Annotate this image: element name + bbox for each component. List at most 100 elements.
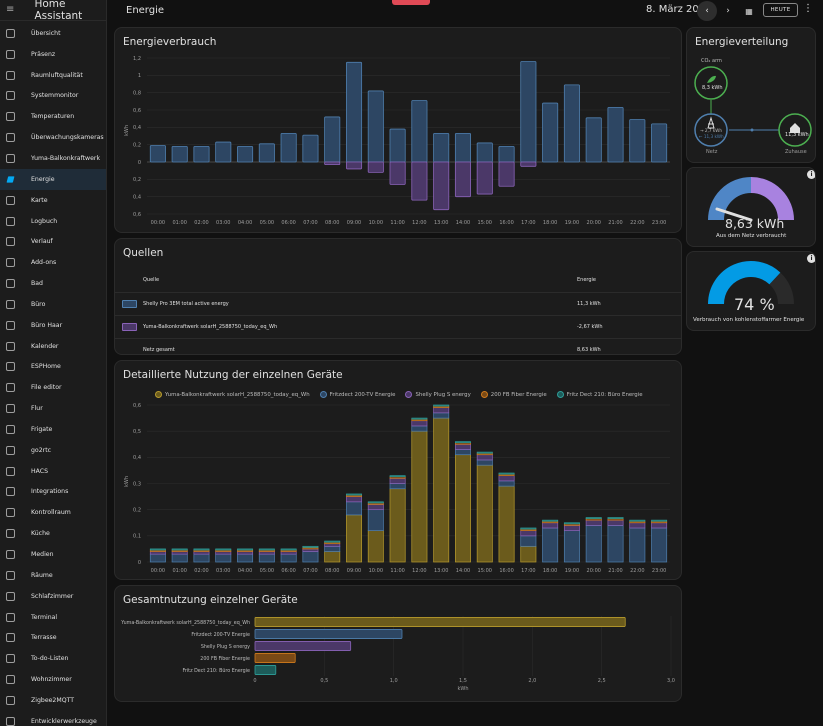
sidebar-item-frigate[interactable]: Frigate	[0, 419, 106, 440]
sidebar-item-terminal[interactable]: Terminal	[0, 607, 106, 628]
chevron-left-icon[interactable]: ‹	[697, 1, 717, 21]
sidebar-item-kalender[interactable]: Kalender	[0, 336, 106, 357]
air-icon	[6, 70, 15, 80]
sidebar-item-räume[interactable]: Räume	[0, 565, 106, 586]
sidebar-item-hacs[interactable]: HACS	[0, 461, 106, 482]
y-tick-label: 0	[138, 160, 141, 166]
x-tick-label: 01:00	[172, 220, 186, 226]
sidebar-item-überwachungskameras[interactable]: Überwachungskameras	[0, 127, 106, 148]
info-icon[interactable]: i	[807, 254, 815, 263]
sidebar-item-terrasse[interactable]: Terrasse	[0, 627, 106, 648]
x-tick-label: 17:00	[521, 568, 535, 574]
sidebar-item-systemmonitor[interactable]: Systemmonitor	[0, 86, 106, 107]
x-tick-label: 06:00	[281, 568, 295, 574]
wrench-icon	[6, 383, 15, 393]
legend-item[interactable]: Fritz Dect 210: Büro Energie	[556, 391, 643, 398]
legend-item[interactable]: Fritzdect 200-TV Energie	[319, 391, 395, 398]
x-tick-label: 20:00	[587, 568, 601, 574]
sources-table: Quelle Energie Shelly Pro 3EM total acti…	[115, 269, 681, 354]
x-tick-label: 13:00	[434, 220, 448, 226]
menu-icon[interactable]: ≡	[6, 4, 15, 15]
sidebar-item-übersicht[interactable]: Übersicht	[0, 23, 106, 44]
sidebar-item-verlauf[interactable]: Verlauf	[0, 231, 106, 252]
alert-badge[interactable]	[392, 0, 430, 5]
x-tick-label: 18:00	[543, 220, 557, 226]
sidebar-item-energie[interactable]: Energie	[0, 168, 106, 190]
stacked-bar-segment	[520, 545, 537, 563]
grid-circle	[694, 113, 728, 147]
leaf-icon	[707, 75, 716, 83]
sidebar-item-integrations[interactable]: Integrations	[0, 482, 106, 503]
x-tick-label: 16:00	[499, 568, 513, 574]
logbook-icon	[6, 216, 15, 226]
dashboard-icon	[6, 320, 15, 330]
stacked-bar-segment	[346, 501, 362, 516]
sidebar-item-label: Überwachungskameras	[31, 134, 104, 142]
x-tick-label: 11:00	[390, 568, 404, 574]
info-icon[interactable]: i	[807, 170, 815, 179]
sidebar-item-karte[interactable]: Karte	[0, 190, 106, 211]
stacked-bar-segment	[193, 548, 210, 551]
col-source: Quelle	[143, 269, 577, 293]
legend-label: Fritz Dect 210: Büro Energie	[566, 392, 643, 398]
calendar-icon[interactable]: ▦	[745, 6, 753, 16]
sidebar-item-label: Kontrollraum	[31, 509, 71, 517]
stacked-bar-segment	[389, 475, 406, 478]
legend-item[interactable]: 200 FB Fiber Energie	[480, 391, 547, 398]
sidebar-item-yuma-balkonkraftwerk[interactable]: Yuma-Balkonkraftwerk	[0, 148, 106, 169]
sidebar-item-file-editor[interactable]: File editor	[0, 377, 106, 398]
sidebar-item-logbuch[interactable]: Logbuch	[0, 211, 106, 232]
x-tick-label: 15:00	[478, 220, 492, 226]
sidebar-item-flur[interactable]: Flur	[0, 398, 106, 419]
sidebar-item-büro[interactable]: Büro	[0, 294, 106, 315]
today-button[interactable]: HEUTE	[763, 3, 798, 17]
sidebar-item-präsenz[interactable]: Präsenz	[0, 44, 106, 65]
sidebar-item-zigbee2mqtt[interactable]: Zigbee2MQTT	[0, 690, 106, 711]
sidebar-item-küche[interactable]: Küche	[0, 523, 106, 544]
stacked-bar-segment	[237, 551, 254, 555]
x-tick-label: 1,0	[390, 678, 398, 684]
sidebar-item-esphome[interactable]: ESPHome	[0, 357, 106, 378]
col-energy: Energie	[577, 269, 681, 293]
sidebar-item-schlafzimmer[interactable]: Schlafzimmer	[0, 586, 106, 607]
sidebar-item-raumluftqualität[interactable]: Raumluftqualität	[0, 65, 106, 86]
chevron-right-icon[interactable]: ›	[726, 6, 730, 16]
stacked-bar-segment	[455, 443, 471, 450]
x-tick-label: 01:00	[172, 568, 186, 574]
y-tick-label: 0,2	[133, 507, 141, 513]
y-tick-label: 0,4	[133, 455, 141, 461]
sidebar-item-label: Terrasse	[31, 634, 57, 642]
sidebar-item-go2rtc[interactable]: go2rtc	[0, 440, 106, 461]
sidebar-item-label: Integrations	[31, 488, 69, 496]
legend-swatch	[556, 391, 564, 398]
terminal-icon	[6, 612, 15, 622]
sidebar-item-to-do-listen[interactable]: To-do-Listen	[0, 648, 106, 669]
sidebar-item-wohnzimmer[interactable]: Wohnzimmer	[0, 669, 106, 690]
sidebar-item-label: To-do-Listen	[31, 655, 69, 663]
sidebar-item-add-ons[interactable]: Add-ons	[0, 252, 106, 273]
x-tick-label: 14:00	[456, 568, 470, 574]
zigbee-icon	[6, 695, 15, 705]
stacked-bar-segment	[411, 417, 428, 420]
more-options-icon[interactable]: ⋮	[803, 3, 813, 14]
stacked-bar-segment	[476, 454, 493, 461]
sidebar-item-temperaturen[interactable]: Temperaturen	[0, 106, 106, 127]
stacked-bar-segment	[585, 519, 602, 526]
x-tick-label: 09:00	[347, 568, 361, 574]
sidebar-item-büro-haar[interactable]: Büro Haar	[0, 315, 106, 336]
hacs-icon	[6, 466, 15, 476]
stacked-bar-segment	[433, 404, 450, 407]
legend-item[interactable]: Shelly Plug S energy	[405, 391, 471, 398]
source-swatch	[122, 299, 137, 308]
total-label: Netz gesamt	[143, 338, 577, 354]
sidebar-item-entwicklerwerkzeuge[interactable]: Entwicklerwerkzeuge	[0, 711, 106, 726]
sidebar-item-kontrollraum[interactable]: Kontrollraum	[0, 502, 106, 523]
sidebar-item-medien[interactable]: Medien	[0, 544, 106, 565]
x-tick-label: 18:00	[543, 568, 557, 574]
stacked-bar-segment	[563, 525, 580, 531]
legend-item[interactable]: Yuma-Balkonkraftwerk solarH_2588750_toda…	[155, 391, 310, 398]
bar-grid	[563, 84, 580, 163]
device-detail-title: Detaillierte Nutzung der einzelnen Gerät…	[123, 369, 343, 381]
bar-solar	[389, 161, 406, 185]
sidebar-item-bad[interactable]: Bad	[0, 273, 106, 294]
